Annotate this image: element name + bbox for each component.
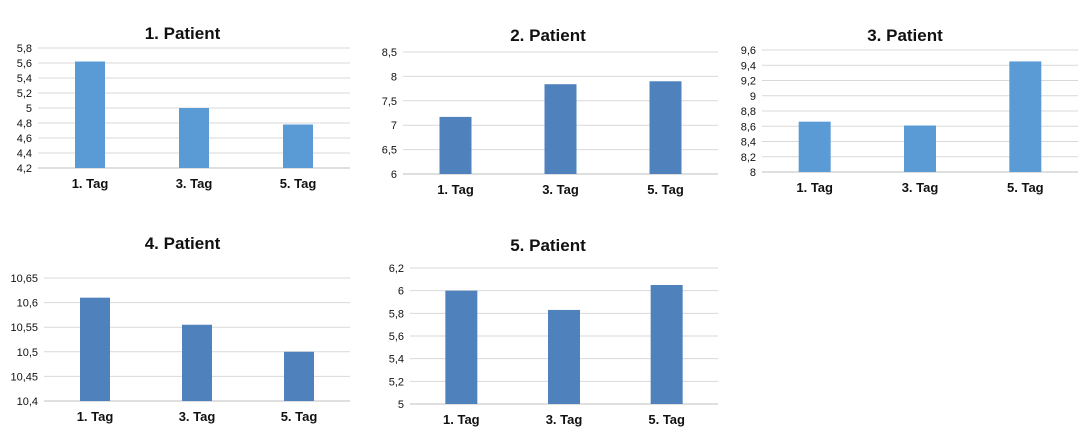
bar (548, 309, 580, 404)
chart-plot: 10,4 10,45 10,5 10,55 10,6 10,65 1. Tag 3. Tag 5… (10, 273, 350, 424)
x-category-label: 3. Tag (176, 176, 213, 191)
y-tick-label: 10,45 (10, 371, 38, 383)
chart-patient-5: 5. Patient 5 5,2 5,4 5,6 5,8 6 6,2 1. Tag 3. Tag… (368, 230, 728, 433)
y-tick-label: 8,5 (382, 47, 397, 59)
x-category-label: 1. Tag (437, 182, 474, 197)
y-tick-label: 5 (398, 399, 404, 411)
bar (283, 124, 313, 168)
chart-patient-3: 3. Patient 8 8,2 8,4 8,6 8,8 9 9,2 9,4 9,6 1. Tag… (730, 22, 1080, 207)
y-tick-label: 10,65 (10, 273, 38, 285)
y-tick-label: 6,2 (389, 263, 404, 275)
y-tick-label: 5,4 (389, 354, 404, 366)
bar (798, 121, 831, 172)
y-tick-label: 5,4 (17, 73, 32, 85)
y-tick-label: 6 (398, 286, 404, 298)
bar (544, 84, 577, 174)
y-tick-label: 5,6 (389, 331, 404, 343)
chart-title: 4. Patient (144, 234, 221, 253)
x-category-label: 3. Tag (179, 409, 216, 424)
bar (445, 290, 478, 404)
x-category-label: 5. Tag (648, 412, 685, 427)
bar (650, 285, 683, 404)
bar (80, 297, 110, 401)
y-tick-label: 7 (391, 120, 397, 132)
y-tick-label: 5 (26, 103, 32, 115)
bar (182, 324, 212, 401)
y-tick-label: 6 (391, 169, 397, 181)
y-tick-label: 4,4 (17, 148, 32, 160)
y-tick-label: 10,4 (17, 396, 38, 408)
y-tick-label: 8 (750, 167, 756, 179)
y-tick-label: 10,55 (10, 322, 38, 334)
y-tick-label: 7,5 (382, 96, 397, 108)
y-tick-label: 6,5 (382, 145, 397, 157)
x-category-label: 1. Tag (796, 180, 833, 195)
bar (284, 351, 314, 401)
x-category-label: 5. Tag (281, 409, 318, 424)
bar (649, 81, 682, 174)
y-tick-label: 8,2 (741, 152, 756, 164)
bar (439, 116, 472, 174)
x-category-label: 5. Tag (647, 182, 684, 197)
chart-title: 1. Patient (144, 24, 221, 43)
x-category-label: 1. Tag (72, 176, 109, 191)
bar (75, 61, 105, 168)
chart-plot: 4,2 4,4 4,6 4,8 5 5,2 5,4 5,6 5,8 1. Tag 3. Tag 5. … (17, 43, 350, 191)
chart-patient-1: 1. Patient 4,2 4,4 4,6 4,8 5 5,2 5,4 5,6 5,8 1. T… (0, 20, 365, 205)
bar (1009, 61, 1042, 172)
y-tick-label: 4,8 (17, 118, 32, 130)
y-tick-label: 10,6 (17, 298, 38, 310)
x-category-label: 3. Tag (902, 180, 939, 195)
y-tick-label: 8,4 (741, 137, 756, 149)
y-tick-label: 4,2 (17, 163, 32, 175)
y-tick-label: 5,2 (389, 376, 404, 388)
chart-title: 5. Patient (510, 236, 586, 255)
y-tick-label: 8 (391, 71, 397, 83)
y-tick-label: 4,6 (17, 133, 32, 145)
x-category-label: 5. Tag (1007, 180, 1044, 195)
y-tick-label: 5,8 (389, 308, 404, 320)
chart-plot: 6 6,5 7 7,5 8 8,5 1. Tag 3. Tag 5. Tag (382, 47, 718, 197)
y-tick-label: 10,5 (17, 347, 38, 359)
x-category-label: 5. Tag (280, 176, 317, 191)
x-category-label: 3. Tag (542, 182, 579, 197)
y-tick-label: 9 (750, 91, 756, 103)
y-tick-label: 5,2 (17, 88, 32, 100)
y-tick-label: 9,6 (741, 45, 756, 57)
bar (179, 108, 209, 168)
x-category-label: 1. Tag (443, 412, 480, 427)
x-category-label: 1. Tag (77, 409, 114, 424)
y-tick-label: 5,6 (17, 58, 32, 70)
chart-title: 3. Patient (867, 26, 943, 45)
chart-patient-2: 2. Patient 6 6,5 7 7,5 8 8,5 1. Tag 3. Tag 5. Ta… (368, 22, 728, 207)
x-category-label: 3. Tag (546, 412, 583, 427)
chart-plot: 5 5,2 5,4 5,6 5,8 6 6,2 1. Tag 3. Tag 5. Tag (389, 263, 718, 427)
y-tick-label: 8,6 (741, 121, 756, 133)
y-tick-label: 9,4 (741, 60, 756, 72)
chart-plot: 8 8,2 8,4 8,6 8,8 9 9,2 9,4 9,6 1. Tag 3. Tag 5. Ta… (741, 45, 1078, 195)
bar (904, 125, 936, 172)
y-tick-label: 8,8 (741, 106, 756, 118)
y-tick-label: 9,2 (741, 76, 756, 88)
chart-title: 2. Patient (510, 26, 586, 45)
chart-patient-4: 4. Patient 10,4 10,45 10,5 10,55 10,6 10,65 1.… (0, 228, 365, 433)
y-tick-label: 5,8 (17, 43, 32, 55)
